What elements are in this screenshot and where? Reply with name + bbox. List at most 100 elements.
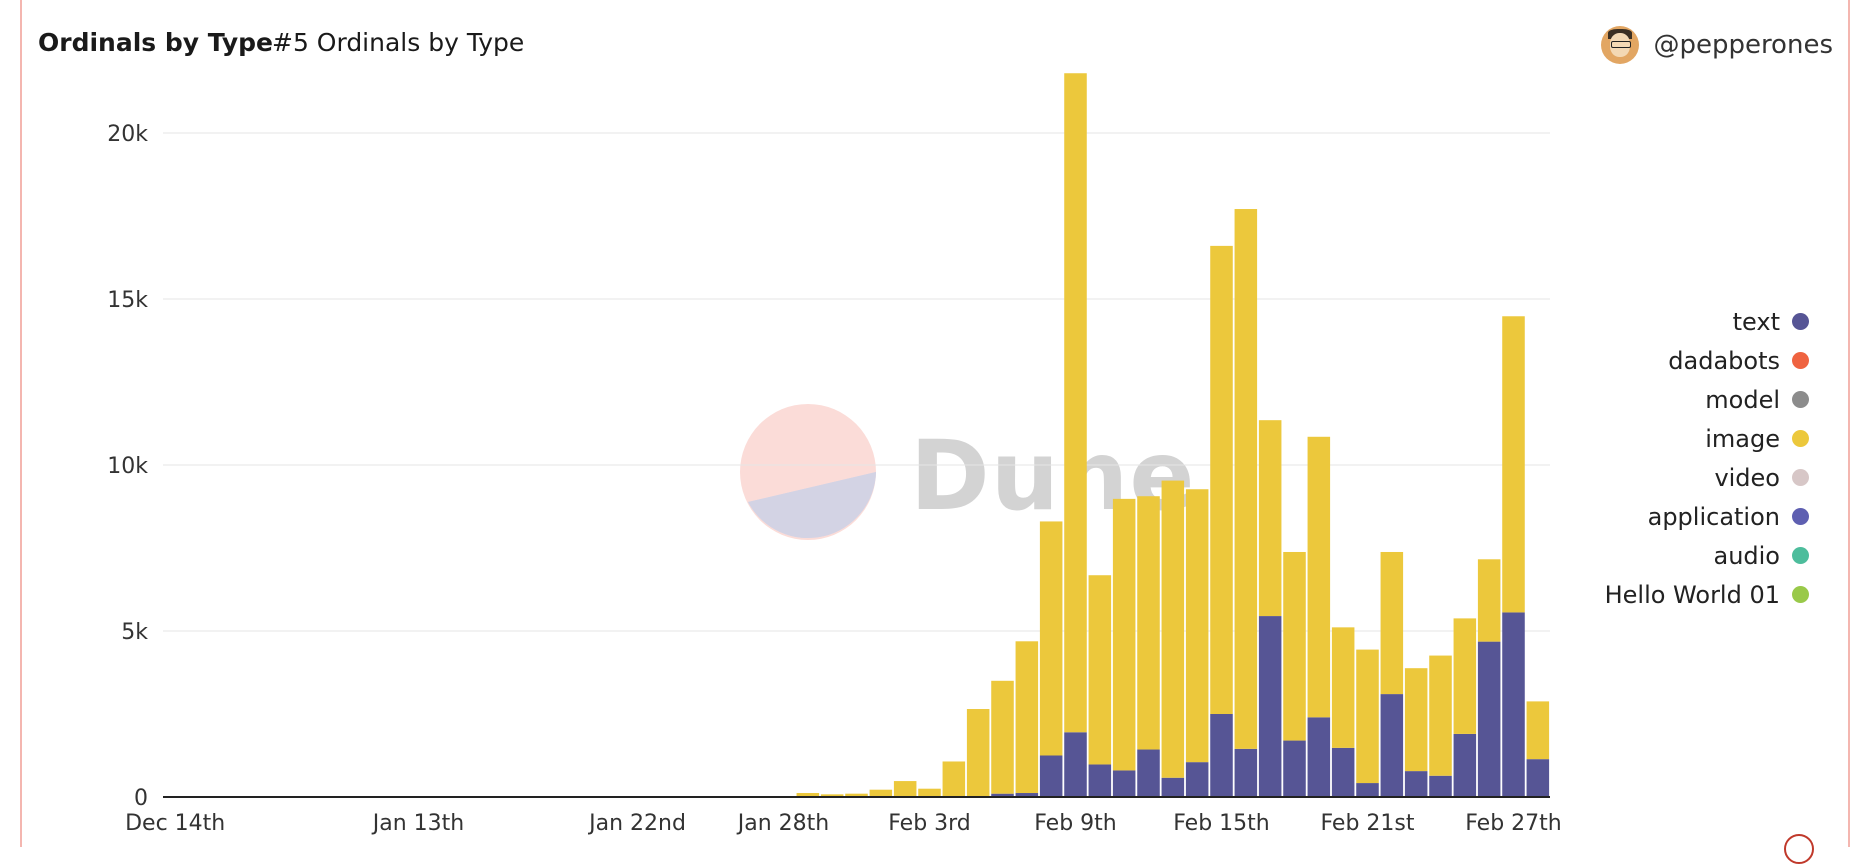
bar-image[interactable] — [820, 794, 844, 797]
bar-text[interactable] — [1258, 616, 1282, 797]
legend-label: dadabots — [1668, 346, 1780, 375]
legend-swatch — [1792, 313, 1809, 330]
legend-label: image — [1705, 424, 1780, 453]
legend-item[interactable]: application — [1605, 497, 1809, 536]
x-tick-label: Feb 3rd — [888, 811, 971, 836]
bar-text[interactable] — [1429, 775, 1452, 797]
avatar-icon — [1601, 26, 1640, 64]
bar-text[interactable] — [1356, 783, 1379, 797]
author-handle[interactable]: @pepperones — [1653, 30, 1833, 60]
bar-image[interactable] — [1185, 489, 1209, 763]
bar-series — [626, 73, 1550, 798]
bar-image[interactable] — [1064, 73, 1087, 733]
legend-swatch — [1792, 352, 1809, 369]
x-tick-label: Jan 22nd — [587, 811, 686, 836]
bar-image[interactable] — [845, 793, 868, 797]
legend-swatch — [1792, 508, 1809, 525]
legend-item[interactable]: video — [1605, 458, 1809, 497]
bar-text[interactable] — [1404, 771, 1428, 797]
bar-text[interactable] — [1015, 793, 1039, 797]
bar-text[interactable] — [1064, 732, 1087, 797]
bar-text[interactable] — [1137, 749, 1160, 797]
bar-image[interactable] — [966, 709, 990, 797]
legend-item[interactable]: dadabots — [1605, 341, 1809, 380]
legend-item[interactable]: Hello World 01 — [1605, 575, 1809, 614]
bar-text[interactable] — [1088, 764, 1112, 797]
query-subtitle[interactable]: #5 Ordinals by Type — [272, 28, 525, 57]
bar-text[interactable] — [991, 793, 1014, 797]
bar-image[interactable] — [869, 789, 893, 797]
legend-item[interactable]: image — [1605, 419, 1809, 458]
bar-image[interactable] — [1088, 575, 1112, 765]
y-tick-label: 10k — [107, 454, 148, 479]
y-tick-label: 15k — [107, 288, 148, 313]
bar-text[interactable] — [1307, 717, 1331, 797]
legend-label: text — [1732, 307, 1780, 336]
bar-image[interactable] — [1380, 551, 1404, 695]
bar-image[interactable] — [918, 788, 941, 797]
bar-image[interactable] — [1161, 480, 1185, 778]
bar-image[interactable] — [1112, 498, 1136, 771]
x-axis-ticks: Dec 14th Jan 13th Jan 22nd Jan 28th Feb 3rd F… — [125, 811, 1562, 836]
bar-image[interactable] — [1015, 641, 1039, 794]
legend-swatch — [1792, 586, 1809, 603]
y-tick-label: 0 — [134, 786, 148, 811]
bar-image[interactable] — [1258, 420, 1282, 617]
bar-image[interactable] — [796, 793, 820, 797]
legend-swatch — [1792, 430, 1809, 447]
legend-label: audio — [1713, 541, 1780, 570]
chart-card — [20, 0, 1850, 847]
bar-text[interactable] — [1161, 777, 1185, 797]
legend-label: Hello World 01 — [1604, 580, 1780, 609]
bar-text[interactable] — [1283, 740, 1306, 797]
bar-image[interactable] — [1526, 701, 1550, 760]
bar-text[interactable] — [1453, 733, 1477, 797]
legend-label: application — [1647, 502, 1780, 531]
x-tick-label: Feb 27th — [1465, 811, 1562, 836]
legend-item[interactable]: text — [1605, 302, 1809, 341]
bar-image[interactable] — [1307, 436, 1331, 718]
legend-item[interactable]: audio — [1605, 536, 1809, 575]
y-tick-label: 20k — [107, 122, 148, 147]
x-tick-label: Feb 9th — [1034, 811, 1117, 836]
bar-text[interactable] — [1502, 612, 1525, 797]
bar-image[interactable] — [1502, 316, 1525, 613]
bar-text[interactable] — [1210, 714, 1233, 797]
bar-text[interactable] — [1380, 694, 1404, 797]
bar-image[interactable] — [991, 680, 1014, 794]
x-tick-label: Jan 28th — [736, 811, 829, 836]
bar-image[interactable] — [1039, 521, 1063, 756]
bar-text[interactable] — [1039, 755, 1063, 798]
chart-legend: text dadabots model image video application au… — [1605, 302, 1809, 614]
bar-text[interactable] — [1477, 641, 1501, 797]
legend-swatch — [1792, 547, 1809, 564]
y-axis-ticks: 0 5k 10k 15k 20k — [107, 122, 148, 811]
bar-image[interactable] — [1404, 668, 1428, 772]
bar-text[interactable] — [1331, 747, 1355, 797]
bar-image[interactable] — [1356, 649, 1379, 784]
bar-image[interactable] — [893, 781, 917, 797]
legend-item[interactable]: model — [1605, 380, 1809, 419]
bar-image[interactable] — [1453, 618, 1477, 734]
bar-text[interactable] — [1526, 759, 1550, 797]
dune-logo-icon — [740, 404, 876, 540]
bar-image[interactable] — [1477, 559, 1501, 642]
bar-text[interactable] — [1185, 762, 1209, 797]
bar-image[interactable] — [1283, 551, 1306, 741]
bar-image[interactable] — [942, 761, 966, 797]
x-tick-label: Feb 21st — [1320, 811, 1414, 836]
bar-image[interactable] — [1234, 209, 1258, 749]
bar-image[interactable] — [1429, 655, 1452, 776]
bar-image[interactable] — [1137, 496, 1160, 750]
legend-label: model — [1705, 385, 1780, 414]
x-tick-label: Feb 15th — [1173, 811, 1270, 836]
y-tick-label: 5k — [121, 620, 148, 645]
bar-text[interactable] — [1234, 748, 1258, 797]
bar-image[interactable] — [1210, 245, 1233, 714]
author-link[interactable]: @pepperones — [1601, 26, 1833, 64]
bar-image[interactable] — [1331, 627, 1355, 748]
legend-label: video — [1714, 463, 1780, 492]
bar-text[interactable] — [1112, 770, 1136, 797]
alert-icon[interactable] — [1784, 834, 1814, 864]
